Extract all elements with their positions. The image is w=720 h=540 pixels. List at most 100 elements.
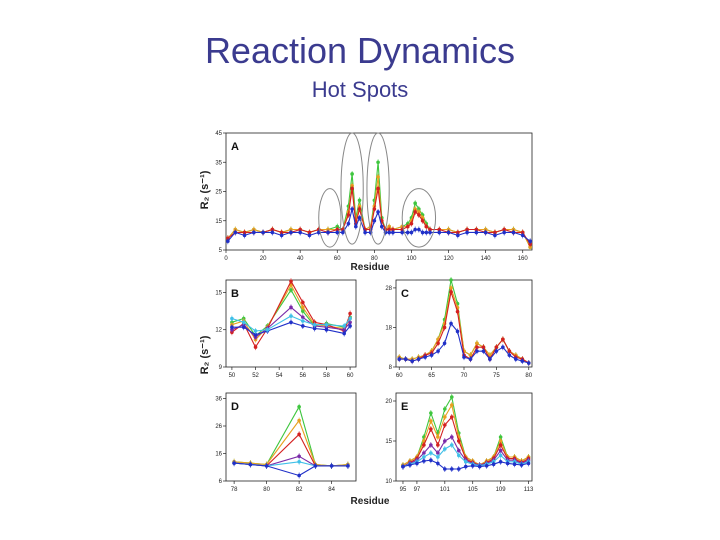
y-tick-label: 35 bbox=[215, 160, 222, 166]
data-point bbox=[376, 160, 380, 165]
panel-label: D bbox=[231, 401, 239, 413]
y-tick-label: 28 bbox=[385, 286, 392, 292]
data-point bbox=[498, 439, 503, 443]
y-tick-label: 12 bbox=[215, 328, 222, 334]
data-point bbox=[301, 300, 305, 305]
data-point bbox=[226, 239, 230, 244]
data-point bbox=[422, 455, 426, 459]
data-point bbox=[253, 345, 258, 349]
data-point bbox=[350, 172, 354, 176]
series-line bbox=[231, 321, 351, 336]
data-point bbox=[462, 355, 466, 359]
data-point bbox=[475, 341, 479, 346]
x-tick-label: 113 bbox=[524, 487, 534, 493]
y-tick-label: 9 bbox=[219, 365, 223, 371]
data-point bbox=[405, 230, 410, 235]
data-point bbox=[474, 230, 479, 235]
data-point bbox=[403, 357, 408, 361]
x-tick-label: 75 bbox=[493, 373, 500, 379]
data-point bbox=[417, 227, 421, 232]
data-point bbox=[512, 462, 517, 467]
data-point bbox=[507, 349, 512, 353]
data-point bbox=[456, 467, 461, 471]
data-point bbox=[481, 349, 486, 353]
x-tick-label: 52 bbox=[252, 373, 259, 379]
x-tick-label: 80 bbox=[525, 373, 532, 379]
data-point bbox=[507, 353, 512, 357]
series-green bbox=[226, 159, 532, 251]
data-point bbox=[429, 443, 433, 447]
data-point bbox=[449, 467, 454, 471]
data-point bbox=[298, 230, 302, 235]
data-point bbox=[241, 320, 246, 325]
panel-c: 60 65 70 75 80 8 18 28 C bbox=[385, 277, 533, 379]
data-point bbox=[436, 461, 440, 466]
data-point bbox=[511, 230, 516, 235]
data-point bbox=[346, 221, 351, 226]
data-point bbox=[420, 218, 425, 223]
data-point bbox=[436, 455, 440, 459]
data-point bbox=[520, 359, 525, 363]
data-point bbox=[348, 311, 352, 316]
data-point bbox=[449, 286, 453, 290]
data-point bbox=[413, 227, 417, 232]
data-point bbox=[289, 320, 293, 325]
ylabel-bottom: R₂ (s⁻¹) bbox=[199, 335, 211, 374]
x-tick-label: 84 bbox=[328, 487, 335, 493]
data-point bbox=[526, 461, 531, 466]
data-point bbox=[422, 451, 426, 455]
data-point bbox=[449, 278, 453, 282]
data-point bbox=[326, 230, 330, 235]
data-point bbox=[416, 357, 421, 361]
data-point bbox=[335, 230, 340, 235]
y-tick-label: 15 bbox=[215, 290, 222, 296]
data-point bbox=[297, 404, 301, 409]
x-tick-label: 82 bbox=[296, 487, 303, 493]
y-tick-label: 6 bbox=[219, 479, 223, 485]
data-point bbox=[443, 467, 447, 471]
data-point bbox=[379, 224, 384, 229]
data-point bbox=[436, 443, 440, 447]
data-point bbox=[436, 451, 440, 455]
data-point bbox=[415, 461, 419, 466]
x-tick-label: 140 bbox=[481, 256, 492, 262]
x-tick-label: 65 bbox=[428, 373, 435, 379]
x-tick-label: 78 bbox=[231, 487, 238, 493]
data-point bbox=[429, 427, 433, 431]
series-line bbox=[231, 289, 351, 337]
data-point bbox=[443, 439, 447, 443]
data-point bbox=[354, 224, 358, 229]
data-point bbox=[408, 463, 412, 467]
data-point bbox=[465, 230, 469, 235]
data-point bbox=[449, 395, 454, 399]
data-point bbox=[329, 464, 334, 468]
x-tick-label: 40 bbox=[297, 256, 304, 262]
data-point bbox=[342, 331, 346, 336]
data-point bbox=[494, 349, 499, 353]
data-point bbox=[446, 230, 451, 235]
data-point bbox=[297, 432, 301, 437]
data-point bbox=[443, 415, 447, 419]
data-point bbox=[376, 186, 380, 191]
data-point bbox=[348, 320, 352, 325]
data-point bbox=[233, 230, 238, 235]
panel-e: 95 97 101 105 109 113 10 15 20 E bbox=[385, 392, 534, 493]
y-tick-label: 18 bbox=[385, 325, 392, 331]
data-point bbox=[387, 230, 392, 235]
data-point bbox=[401, 464, 405, 469]
data-point bbox=[449, 435, 454, 439]
data-point bbox=[456, 439, 461, 443]
data-point bbox=[437, 230, 442, 235]
data-point bbox=[424, 224, 429, 229]
data-point bbox=[422, 443, 426, 447]
slide-title: Reaction Dynamics bbox=[204, 30, 516, 71]
x-tick-label: 97 bbox=[414, 487, 421, 493]
highlight-ellipse bbox=[318, 188, 342, 248]
data-point bbox=[483, 230, 488, 235]
data-point bbox=[468, 353, 473, 357]
series-line bbox=[234, 406, 348, 467]
x-tick-label: 100 bbox=[406, 256, 417, 262]
data-point bbox=[519, 463, 524, 467]
y-tick-label: 36 bbox=[215, 397, 222, 403]
panel-label: C bbox=[401, 288, 409, 300]
